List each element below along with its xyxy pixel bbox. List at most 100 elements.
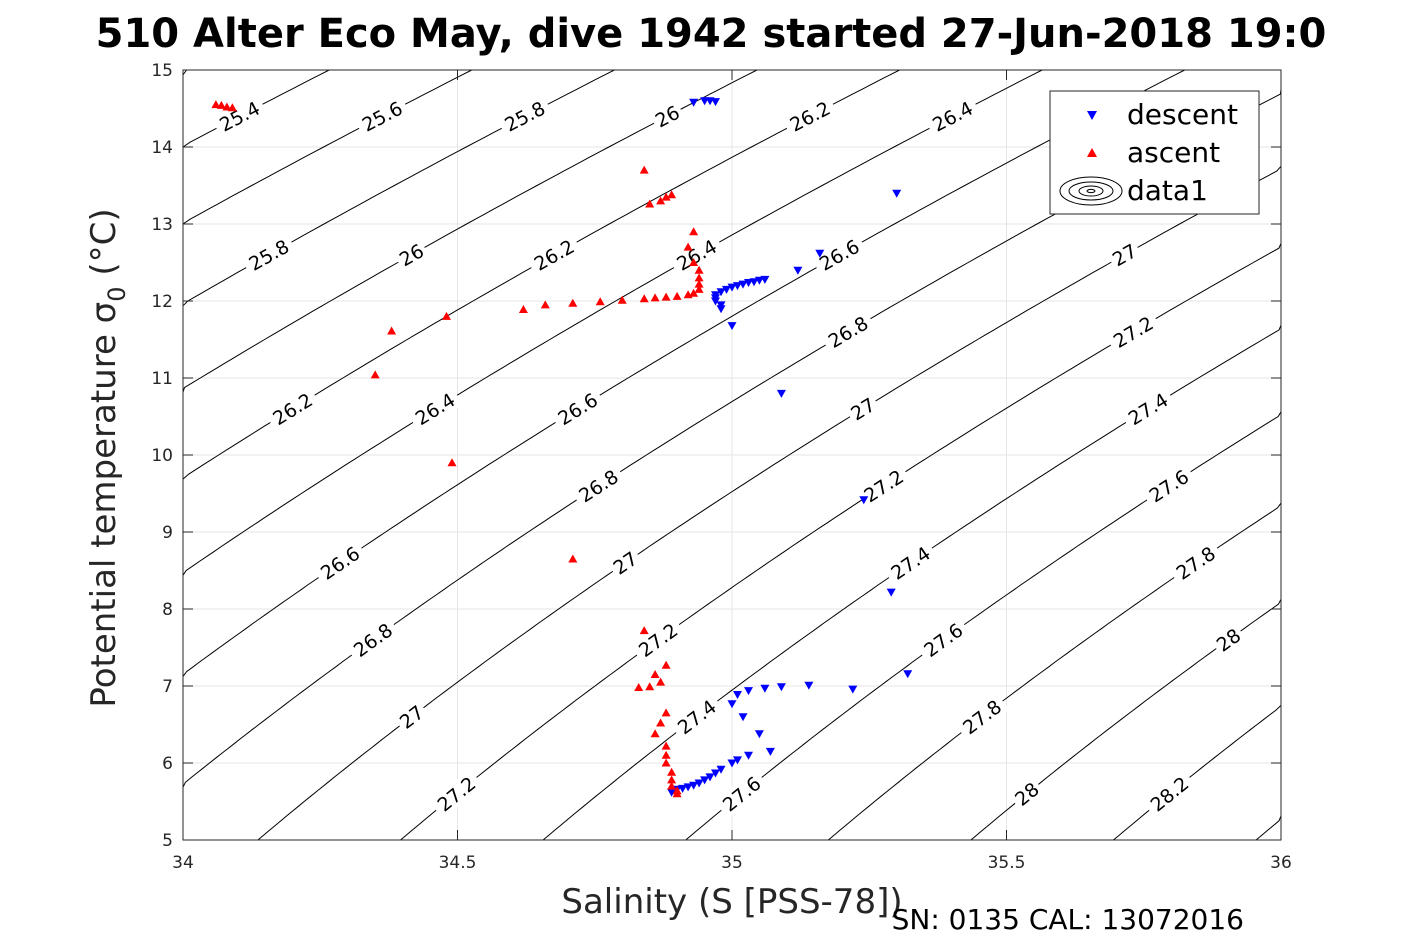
y-axis-label-subscript: 0 (103, 286, 131, 301)
descent-point-0 (689, 98, 699, 107)
contour-line-28-2 (1113, 700, 1282, 841)
legend-descent-marker (1087, 111, 1097, 120)
ascent-point-46 (667, 781, 677, 790)
legend-contour-icon (1059, 176, 1123, 206)
ascent-point-3 (227, 103, 237, 112)
contour-label-bg (312, 539, 368, 587)
descent-point-4 (892, 189, 902, 198)
descent-point-18 (711, 297, 720, 306)
legend-ascent-label: ascent (1127, 136, 1220, 169)
ascent-point-36 (645, 682, 655, 691)
ascent-point-25 (540, 300, 550, 309)
contour-label-bg (407, 385, 463, 432)
contour-label-bg (525, 232, 583, 278)
y-tick-label-5: 10 (151, 446, 173, 466)
contour-label-group: 26 (648, 99, 686, 133)
x-tick-label-4: 36 (1270, 853, 1292, 873)
ascent-point-1 (216, 100, 226, 109)
contour-label-bg (954, 692, 1010, 742)
y-tick-label-10: 15 (151, 61, 173, 81)
contour-label-bg (811, 232, 868, 278)
descent-point-35 (765, 747, 775, 756)
descent-point-13 (727, 283, 737, 292)
ascent-point-33 (661, 660, 671, 669)
descent-point-36 (744, 751, 753, 760)
ascent-point-28 (387, 326, 397, 335)
ascent-point-17 (683, 290, 693, 299)
descent-point-37 (733, 756, 742, 765)
descent-point-27 (804, 681, 814, 690)
y-axis-label-main: Potential temperature σ (84, 302, 124, 708)
y-tick-label-7: 12 (151, 292, 173, 312)
descent-point-21 (727, 322, 737, 331)
ascent-point-45 (667, 775, 677, 784)
ascent-point-29 (370, 370, 380, 379)
contour-label-bg (668, 232, 725, 278)
ascent-point-21 (639, 294, 649, 303)
descent-point-40 (711, 769, 720, 778)
ascent-point-13 (694, 273, 704, 282)
contour-label-bg (240, 232, 297, 278)
ascent-point-5 (645, 199, 655, 208)
ascent-point-10 (683, 242, 693, 251)
ascent-point-38 (661, 708, 671, 717)
contour-label-bg (915, 615, 971, 664)
contour-label-bg (669, 692, 725, 742)
descent-point-6 (793, 266, 803, 275)
contour-label-bg (781, 94, 839, 138)
serial-calibration-note: SN: 0135 CAL: 13072016 (892, 903, 1244, 936)
descent-point-29 (760, 684, 770, 693)
contour-label-bg (429, 768, 484, 819)
legend-data1-label: data1 (1127, 174, 1208, 207)
descent-point-30 (744, 687, 753, 696)
descent-point-3 (711, 98, 720, 107)
y-tick-label-4: 9 (162, 523, 173, 543)
x-tick-label-3: 35.5 (988, 853, 1026, 873)
y-tick-label-9: 14 (151, 138, 173, 158)
legend-descent-label: descent (1127, 98, 1238, 131)
contour-label-bg (496, 94, 553, 138)
contour-line-25-6 (182, 69, 473, 229)
descent-point-48 (667, 788, 677, 797)
contour-label-bg (855, 462, 912, 510)
chart-title: 510 Alter Eco May, dive 1942 started 27-… (96, 11, 1327, 57)
x-axis-label: Salinity (S [PSS-78]) (561, 882, 902, 922)
contour-label-bg (1209, 622, 1248, 658)
ascent-point-27 (442, 311, 451, 320)
contour-label-bg (820, 309, 876, 355)
contour-label-bg (714, 768, 769, 819)
legend: descent ascent data1 (1049, 90, 1260, 215)
ascent-point-34 (650, 670, 660, 678)
contour-label-bg (353, 94, 411, 138)
descent-point-39 (716, 765, 726, 774)
ascent-point-4 (639, 165, 649, 174)
ascent-point-37 (634, 683, 644, 691)
contour-label-bg (844, 391, 882, 427)
x-tick-label-2: 35 (721, 853, 743, 873)
y-axis-label-unit: (°C) (84, 208, 124, 286)
contour-label-bg (570, 462, 627, 510)
ascent-point-31 (568, 554, 578, 563)
descent-point-34 (754, 730, 764, 739)
contour-label-bg (648, 99, 686, 133)
contour-line-26 (182, 69, 758, 393)
ascent-point-30 (447, 458, 457, 467)
ascent-point-41 (661, 741, 671, 750)
contour-label-bg (882, 539, 939, 587)
ascent-point-43 (661, 758, 671, 767)
ascent-point-9 (689, 227, 699, 236)
ascent-point-2 (222, 102, 232, 111)
ascent-point-12 (694, 265, 704, 274)
descent-point-5 (815, 249, 825, 258)
descent-point-31 (733, 691, 742, 699)
ascent-point-24 (568, 298, 578, 307)
y-tick-label-1: 6 (162, 754, 173, 774)
ascent-point-8 (667, 190, 677, 199)
y-tick-label-2: 7 (162, 677, 173, 697)
descent-point-22 (776, 389, 786, 398)
ascent-point-7 (661, 192, 671, 201)
y-tick-label-3: 8 (162, 600, 173, 620)
descent-point-23 (859, 496, 869, 505)
y-axis-label: Potential temperature σ0 (°C) (84, 208, 131, 707)
